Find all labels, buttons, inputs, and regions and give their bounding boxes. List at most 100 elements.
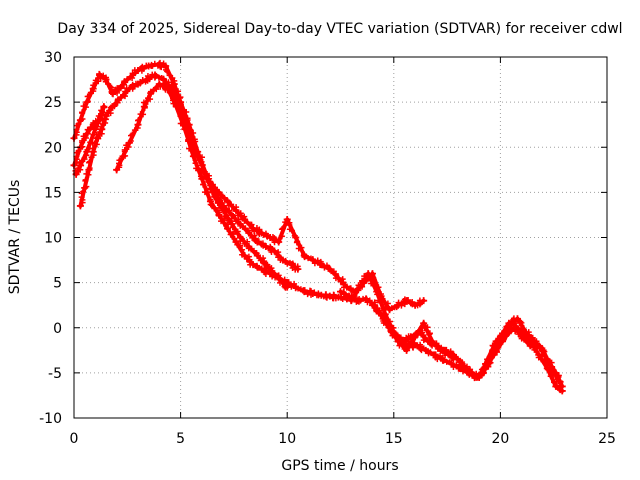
data-point-interp <box>238 235 245 242</box>
data-point-interp <box>264 261 271 268</box>
data-point-interp <box>220 216 227 223</box>
data-point-interp <box>298 244 305 251</box>
data-point-interp <box>142 100 149 107</box>
data-point-interp <box>318 260 325 267</box>
data-point-interp <box>382 318 389 325</box>
y-tick-label: 10 <box>44 231 62 247</box>
data-point-interp <box>550 367 557 374</box>
data-point-interp <box>374 291 381 298</box>
data-point-interp <box>212 184 219 191</box>
data-point-interp <box>234 228 241 235</box>
data-point-interp <box>237 210 244 217</box>
data-point-interp <box>87 139 94 146</box>
data-point-interp <box>382 305 389 312</box>
data-point-interp <box>366 297 373 304</box>
data-point-interp <box>121 148 128 155</box>
data-point-interp <box>90 145 97 152</box>
data-point-interp <box>146 76 153 83</box>
data-point-interp <box>223 208 230 215</box>
data-point-interp <box>503 323 510 330</box>
x-tick-label: 20 <box>491 431 509 447</box>
data-point-interp <box>183 109 190 116</box>
data-point-interp <box>221 204 228 211</box>
y-tick-label: 25 <box>44 95 62 111</box>
data-point-interp <box>184 128 191 135</box>
data-point-interp <box>255 238 262 245</box>
data-point-interp <box>546 357 553 364</box>
data-point-interp <box>285 279 292 286</box>
data-point-interp <box>417 327 424 334</box>
data-point-interp <box>111 103 118 110</box>
data-point-interp <box>232 207 239 214</box>
data-point-interp <box>147 96 154 103</box>
data-point-interp <box>449 352 456 359</box>
data-point-interp <box>284 282 291 289</box>
data-point-interp <box>370 282 377 289</box>
data-point-interp <box>148 61 155 68</box>
data-point-interp <box>392 333 399 340</box>
data-point-interp <box>215 212 222 219</box>
data-point-interp <box>207 201 214 208</box>
data-point-interp <box>395 338 402 345</box>
data-point-interp <box>188 147 195 154</box>
data-point <box>420 297 428 305</box>
data-point-interp <box>79 115 86 122</box>
grid-layer <box>74 57 607 418</box>
y-tick-label: -10 <box>39 411 62 427</box>
data-point-interp <box>130 72 137 79</box>
x-tick-label: 5 <box>176 431 185 447</box>
data-point-interp <box>398 341 405 348</box>
data-point <box>558 387 566 395</box>
y-tick-label: 20 <box>44 140 62 156</box>
data-point-interp <box>384 300 391 307</box>
data-point-interp <box>503 333 510 340</box>
data-point-interp <box>228 201 235 208</box>
data-point-interp <box>469 369 476 376</box>
data-point-interp <box>366 275 373 282</box>
y-tick-label: 5 <box>53 276 62 292</box>
data-point-interp <box>200 181 207 188</box>
x-tick-label: 15 <box>385 431 403 447</box>
data-point-interp <box>224 226 231 233</box>
data-point-interp <box>96 117 103 124</box>
y-tick-label: -5 <box>48 366 62 382</box>
data-point-interp <box>107 83 114 90</box>
data-point-interp <box>176 106 183 113</box>
data-point-interp <box>554 382 561 389</box>
data-point-interp <box>79 139 86 146</box>
data-point-interp <box>398 302 405 309</box>
axis-layer: 0 5 10 15 20 25 -10 -5 0 5 10 15 20 25 30 <box>39 50 616 447</box>
series-track-g <box>347 270 566 395</box>
data-point-interp <box>495 340 502 347</box>
data-point-interp <box>122 90 129 97</box>
data-point-interp <box>185 138 192 145</box>
data-point-interp <box>424 324 431 331</box>
series-track-h <box>368 301 564 386</box>
data-point-interp <box>421 325 428 332</box>
data-point-interp <box>230 224 237 231</box>
data-point-interp <box>323 291 330 298</box>
data-point-interp <box>165 79 172 86</box>
data-point-interp <box>140 65 147 72</box>
data-point-interp <box>363 295 370 302</box>
data-point-interp <box>405 297 412 304</box>
data-point-interp <box>86 158 93 165</box>
data-point-interp <box>340 279 347 286</box>
x-tick-label: 25 <box>598 431 616 447</box>
data-point-interp <box>529 334 536 341</box>
data-layer <box>70 59 566 395</box>
data-point-interp <box>246 256 253 263</box>
data-point-interp <box>80 188 87 195</box>
data-point-interp <box>521 335 528 342</box>
data-point-interp <box>157 83 164 90</box>
data-point-interp <box>290 261 297 268</box>
data-point-interp <box>377 298 384 305</box>
data-point-interp <box>498 332 505 339</box>
data-point-interp <box>380 313 387 320</box>
data-point-interp <box>278 226 285 233</box>
data-point-interp <box>86 165 93 172</box>
data-point-interp <box>204 188 211 195</box>
data-point-interp <box>388 328 395 335</box>
data-point-interp <box>433 340 440 347</box>
